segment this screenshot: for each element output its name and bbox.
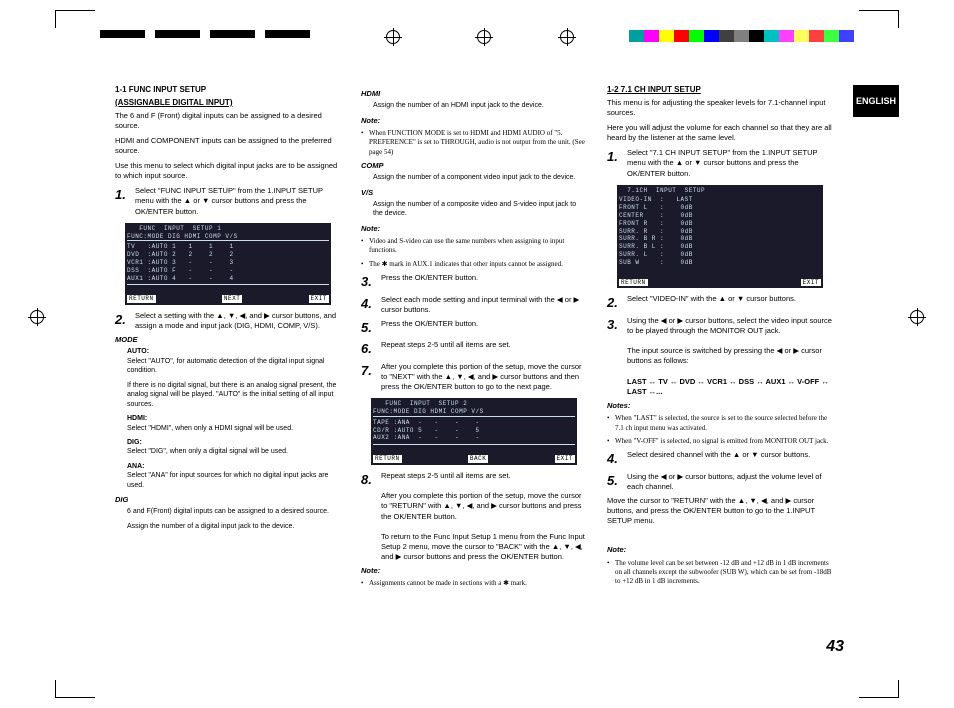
color-calibration-bars [629, 30, 854, 42]
page-content: 1-1 FUNC INPUT SETUP (ASSIGNABLE DIGITAL… [115, 85, 835, 593]
registration-mark [386, 30, 400, 44]
step-5: 5.Press the OK/ENTER button. [361, 319, 587, 337]
osd-screen-3: 7.1CH INPUT SETUPVIDEO-IN : LAST FRONT L… [617, 185, 823, 289]
page-number: 43 [826, 636, 844, 658]
intro-p2: HDMI and COMPONENT inputs can be assigne… [115, 136, 341, 156]
step-4b: 4.Select desired channel with the ▲ or ▼… [607, 450, 833, 468]
language-tab: ENGLISH [853, 85, 899, 117]
step-6: 6.Repeat steps 2-5 until all items are s… [361, 340, 587, 358]
section-title-2: 1-2 7.1 CH INPUT SETUP [607, 85, 833, 96]
step-7: 7.After you complete this portion of the… [361, 362, 587, 392]
step-1b: 1.Select "7.1 CH INPUT SETUP" from the 1… [607, 148, 833, 178]
step-5b: 5.Using the ◀ or ▶ cursor buttons, adjus… [607, 472, 833, 492]
osd-screen-1: FUNC INPUT SETUP 1FUNC:MODE DIG HDMI COM… [125, 223, 331, 305]
dig-heading: DIG [115, 495, 341, 505]
top-black-bars [100, 30, 310, 38]
mode-heading: MODE [115, 335, 341, 345]
section-title: 1-1 FUNC INPUT SETUP [115, 85, 341, 96]
step-1: 1. Select "FUNC INPUT SETUP" from the 1.… [115, 186, 341, 216]
registration-mark [560, 30, 574, 44]
column-1: 1-1 FUNC INPUT SETUP (ASSIGNABLE DIGITAL… [115, 85, 341, 593]
registration-mark [910, 310, 924, 324]
intro-p1: The 6 and F (Front) digital inputs can b… [115, 111, 341, 131]
step-3b: 3.Using the ◀ or ▶ cursor buttons, selec… [607, 316, 833, 397]
step-2b: 2.Select "VIDEO-IN" with the ▲ or ▼ curs… [607, 294, 833, 312]
section-subtitle: (ASSIGNABLE DIGITAL INPUT) [115, 98, 341, 109]
step-8: 8.Repeat steps 2-5 until all items are s… [361, 471, 587, 562]
registration-mark [30, 310, 44, 324]
step-2: 2. Select a setting with the ▲, ▼, ◀, an… [115, 311, 341, 331]
osd-screen-2: FUNC INPUT SETUP 2FUNC:MODE DIG HDMI COM… [371, 398, 577, 465]
column-3: 1-2 7.1 CH INPUT SETUP This menu is for … [607, 85, 833, 593]
step-4: 4.Select each mode setting and input ter… [361, 295, 587, 315]
registration-mark [477, 30, 491, 44]
intro-p3: Use this menu to select which digital in… [115, 161, 341, 181]
step-3: 3.Press the OK/ENTER button. [361, 273, 587, 291]
column-2: HDMI Assign the number of an HDMI input … [361, 85, 587, 593]
